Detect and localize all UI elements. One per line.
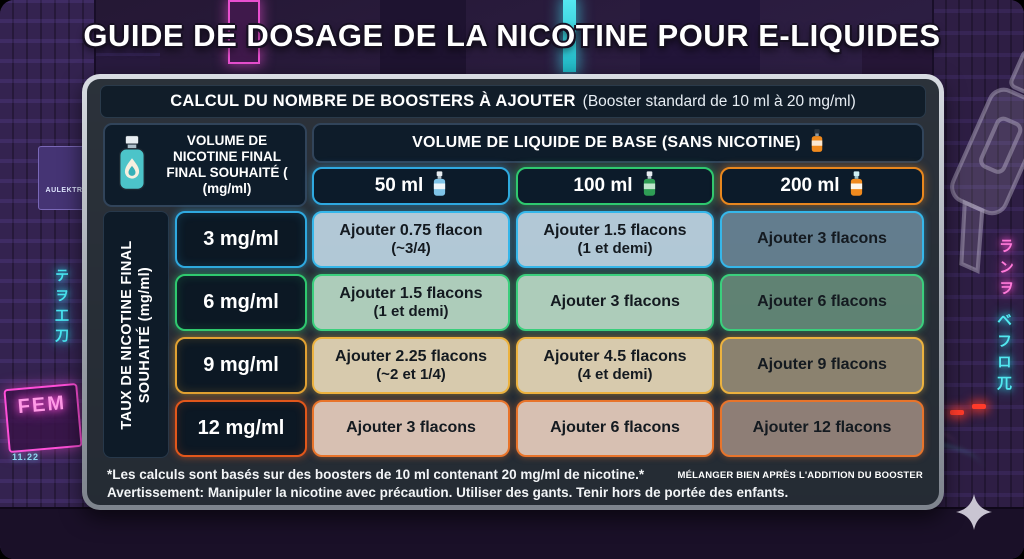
table-cell: Ajouter 4.5 flacons (4 et demi) bbox=[516, 337, 714, 394]
warning-label: Avertissement: bbox=[107, 485, 205, 500]
sparkle-icon bbox=[954, 492, 994, 537]
car-tail-light bbox=[972, 404, 986, 409]
car-tail-light bbox=[950, 410, 964, 415]
column-header-50ml: 50 ml bbox=[312, 167, 510, 205]
column-header-200ml: 200 ml bbox=[720, 167, 924, 205]
column-label: 200 ml bbox=[780, 175, 840, 196]
table-cell: Ajouter 0.75 flacon (~3/4) bbox=[312, 211, 510, 268]
row-axis-label-text: TAUX DE NICOTINE FINAL SOUHAITÉ (mg/ml) bbox=[118, 239, 153, 430]
row-label-3mg: 3 mg/ml bbox=[175, 211, 307, 268]
table-cell: Ajouter 3 flacons bbox=[720, 211, 924, 268]
cell-prefix: Ajouter bbox=[550, 419, 607, 437]
cell-prefix: Ajouter bbox=[334, 347, 391, 365]
row-axis-label: TAUX DE NICOTINE FINAL SOUHAITÉ (mg/ml) bbox=[103, 211, 169, 458]
table-cell: Ajouter 6 flacons bbox=[516, 400, 714, 457]
neon-sign: 11.22 bbox=[12, 452, 40, 462]
bottle-icon-orange bbox=[849, 170, 864, 203]
table-cell: Ajouter 2.25 flacons (~2 et 1/4) bbox=[312, 337, 510, 394]
neon-strip bbox=[228, 0, 260, 64]
cell-prefix: Ajouter bbox=[339, 221, 396, 239]
row-label-12mg: 12 mg/ml bbox=[175, 400, 307, 457]
cell-value: 1.5 flacons bbox=[603, 221, 687, 239]
warning-body: Manipuler la nicotine avec précaution. U… bbox=[207, 485, 789, 500]
neon-sign: AULEKTR bbox=[38, 146, 90, 210]
page-title: GUIDE DE DOSAGE DE LA NICOTINE POUR E-LI… bbox=[83, 18, 941, 53]
cell-value: 0.75 flacon bbox=[399, 221, 483, 239]
column-label: 50 ml bbox=[374, 175, 424, 196]
cell-value: 3 flacons bbox=[406, 419, 476, 437]
table-cell: Ajouter 9 flacons bbox=[720, 337, 924, 394]
base-header-label: VOLUME DE LIQUIDE DE BASE (SANS NICOTINE… bbox=[412, 134, 801, 151]
dosage-panel: CALCUL DU NOMBRE DE BOOSTERS À AJOUTER (… bbox=[87, 79, 939, 505]
bottle-icon-blue bbox=[432, 170, 447, 203]
vape-pen-icon bbox=[907, 38, 1024, 288]
cell-note: (~2 et 1/4) bbox=[376, 366, 446, 384]
row-label-9mg: 9 mg/ml bbox=[175, 337, 307, 394]
cell-prefix: Ajouter bbox=[339, 284, 396, 302]
bottle-icon-green bbox=[642, 170, 657, 203]
cell-prefix: Ajouter bbox=[543, 221, 600, 239]
cell-note: (1 et demi) bbox=[577, 240, 653, 258]
booster-bottle-icon bbox=[810, 128, 824, 158]
cell-value: 4.5 flacons bbox=[603, 347, 687, 365]
bg-building bbox=[932, 0, 1024, 559]
column-header-100ml: 100 ml bbox=[516, 167, 714, 205]
bg-building bbox=[640, 0, 760, 74]
cell-prefix: Ajouter bbox=[757, 293, 814, 311]
row-label-6mg: 6 mg/ml bbox=[175, 274, 307, 331]
cell-value: 6 flacons bbox=[610, 419, 680, 437]
corner-header-cell: VOLUME DE NICOTINE FINAL FINAL SOUHAITÉ … bbox=[103, 123, 307, 207]
cell-prefix: Ajouter bbox=[757, 356, 814, 374]
cell-prefix: Ajouter bbox=[346, 419, 403, 437]
table-cell: Ajouter 1.5 flacons (1 et demi) bbox=[312, 274, 510, 331]
cell-prefix: Ajouter bbox=[757, 230, 814, 248]
table-cell: Ajouter 6 flacons bbox=[720, 274, 924, 331]
cell-value: 12 flacons bbox=[813, 419, 892, 437]
cell-value: 9 flacons bbox=[817, 356, 887, 374]
neon-sign: ベフロ兀 bbox=[995, 312, 1012, 396]
cell-note: (1 et demi) bbox=[373, 303, 449, 321]
table-cell: Ajouter 1.5 flacons (1 et demi) bbox=[516, 211, 714, 268]
mix-reminder: MÉLANGER BIEN APRÈS L'ADDITION DU BOOSTE… bbox=[677, 470, 923, 481]
bg-building bbox=[0, 0, 96, 559]
cell-value: 6 flacons bbox=[817, 293, 887, 311]
table-cell: Ajouter 3 flacons bbox=[312, 400, 510, 457]
neon-strip bbox=[563, 0, 576, 72]
panel-header: CALCUL DU NOMBRE DE BOOSTERS À AJOUTER (… bbox=[100, 85, 926, 118]
cell-prefix: Ajouter bbox=[550, 293, 607, 311]
bg-building bbox=[380, 0, 466, 86]
cell-note: (4 et demi) bbox=[577, 366, 653, 384]
neon-sign: ランヲ bbox=[997, 238, 1014, 301]
nicotine-bottle-icon bbox=[115, 134, 149, 197]
cell-prefix: Ajouter bbox=[752, 419, 809, 437]
neon-sign: テヲ工刀 bbox=[54, 268, 70, 348]
cell-value: 3 flacons bbox=[610, 293, 680, 311]
cell-prefix: Ajouter bbox=[543, 347, 600, 365]
cell-value: 1.5 flacons bbox=[399, 284, 483, 302]
panel-header-note: (Booster standard de 10 ml à 20 mg/ml) bbox=[582, 92, 856, 110]
cell-note: (~3/4) bbox=[391, 240, 431, 258]
cell-value: 2.25 flacons bbox=[395, 347, 488, 365]
panel-frame: CALCUL DU NOMBRE DE BOOSTERS À AJOUTER (… bbox=[82, 74, 944, 510]
footnote: *Les calculs sont basés sur des boosters… bbox=[107, 467, 645, 482]
corner-header-label: VOLUME DE NICOTINE FINAL FINAL SOUHAITÉ … bbox=[166, 133, 288, 196]
cell-value: 3 flacons bbox=[817, 230, 887, 248]
column-label: 100 ml bbox=[573, 175, 633, 196]
table-cell: Ajouter 12 flacons bbox=[720, 400, 924, 457]
base-volume-header: VOLUME DE LIQUIDE DE BASE (SANS NICOTINE… bbox=[312, 123, 924, 163]
panel-header-bold: CALCUL DU NOMBRE DE BOOSTERS À AJOUTER bbox=[170, 92, 576, 110]
neon-sign: FEM bbox=[3, 382, 83, 454]
table-cell: Ajouter 3 flacons bbox=[516, 274, 714, 331]
warning-text: Avertissement: Manipuler la nicotine ave… bbox=[107, 485, 788, 500]
